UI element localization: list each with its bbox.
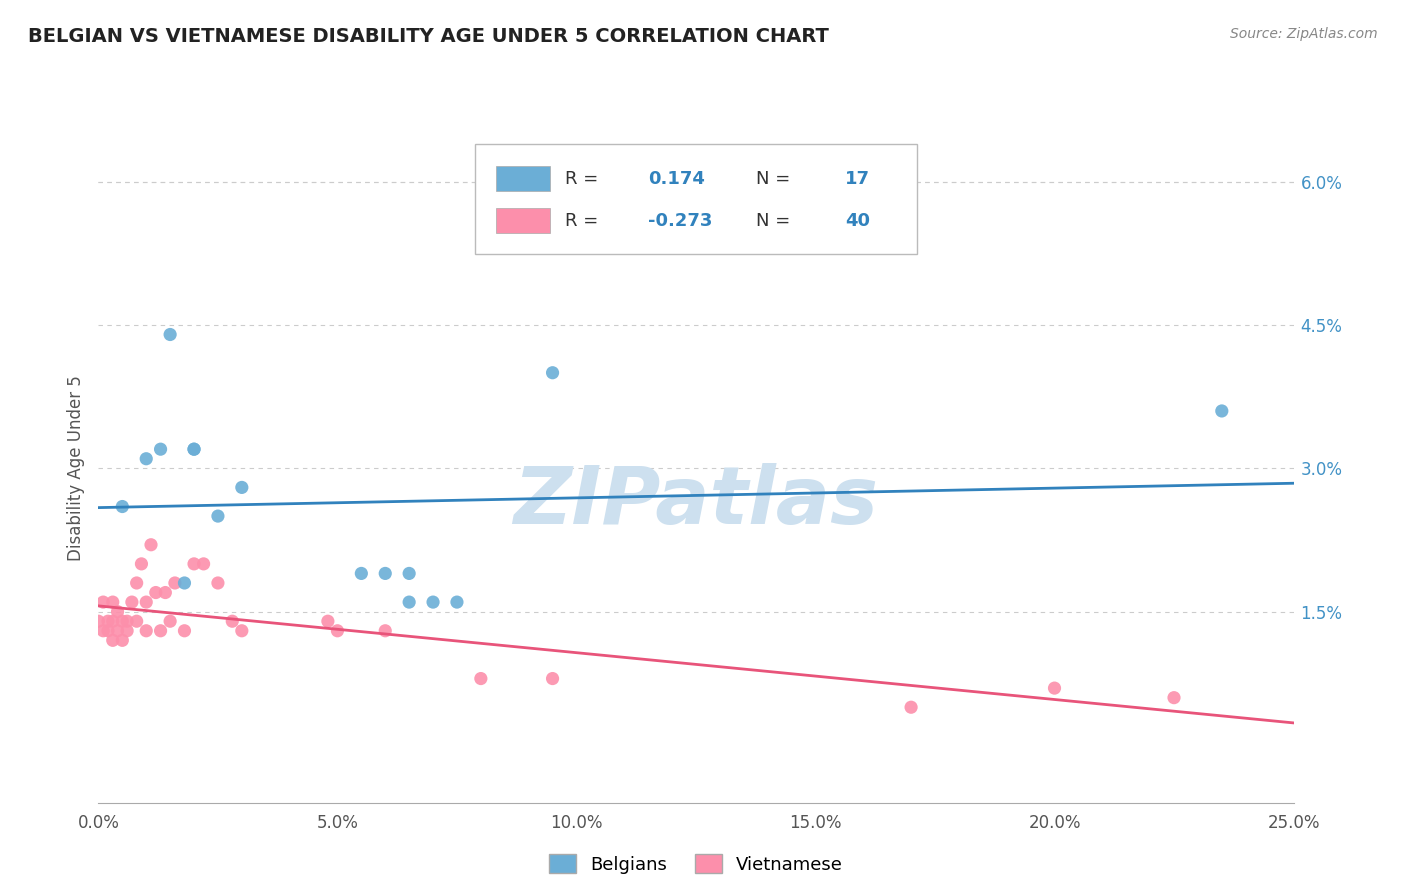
Point: [155, 585, 177, 599]
Point: [125, 576, 148, 591]
Point: [121, 595, 143, 609]
Point: [101, 614, 124, 628]
Text: 17: 17: [845, 169, 870, 187]
Point: [541, 366, 564, 380]
Text: -0.273: -0.273: [648, 211, 713, 230]
Point: [173, 624, 195, 638]
Point: [107, 624, 129, 638]
Point: [541, 672, 564, 686]
Point: [107, 605, 129, 619]
Text: N =: N =: [756, 211, 790, 230]
Point: [149, 624, 172, 638]
Point: [87, 614, 110, 628]
Point: [231, 480, 253, 494]
Point: [97, 614, 120, 628]
Point: [326, 624, 349, 638]
Point: [135, 451, 157, 466]
Point: [159, 614, 181, 628]
Point: [1163, 690, 1185, 705]
Point: [135, 595, 157, 609]
Text: 0.174: 0.174: [648, 169, 704, 187]
Point: [125, 614, 148, 628]
Point: [374, 624, 396, 638]
Point: [135, 624, 157, 638]
Text: 40: 40: [845, 211, 870, 230]
Point: [145, 585, 167, 599]
Point: [470, 672, 492, 686]
Point: [139, 538, 162, 552]
Point: [316, 614, 339, 628]
Point: [115, 624, 138, 638]
Point: [446, 595, 468, 609]
Y-axis label: Disability Age Under 5: Disability Age Under 5: [66, 376, 84, 561]
Point: [398, 595, 420, 609]
Point: [183, 557, 205, 571]
Point: [398, 566, 420, 581]
Text: ZIPatlas: ZIPatlas: [513, 463, 879, 541]
Point: [91, 595, 114, 609]
Point: [101, 633, 124, 648]
Point: [183, 442, 205, 457]
Point: [111, 500, 134, 514]
FancyBboxPatch shape: [496, 208, 550, 234]
Point: [350, 566, 373, 581]
Text: Source: ZipAtlas.com: Source: ZipAtlas.com: [1230, 27, 1378, 41]
Point: [1043, 681, 1066, 695]
Point: [207, 576, 229, 591]
Point: [900, 700, 922, 714]
Legend: Belgians, Vietnamese: Belgians, Vietnamese: [541, 847, 851, 880]
Point: [131, 557, 153, 571]
Point: [91, 624, 114, 638]
Point: [207, 509, 229, 524]
Point: [193, 557, 215, 571]
Point: [231, 624, 253, 638]
Point: [111, 633, 134, 648]
Point: [111, 614, 134, 628]
Text: N =: N =: [756, 169, 790, 187]
Point: [173, 576, 195, 591]
Point: [374, 566, 396, 581]
Text: R =: R =: [565, 211, 598, 230]
Point: [183, 442, 205, 457]
Point: [163, 576, 186, 591]
FancyBboxPatch shape: [496, 166, 550, 192]
Point: [115, 614, 138, 628]
Point: [101, 595, 124, 609]
Text: R =: R =: [565, 169, 598, 187]
Point: [1211, 404, 1233, 418]
Point: [159, 327, 181, 342]
Point: [221, 614, 243, 628]
Point: [422, 595, 444, 609]
FancyBboxPatch shape: [475, 144, 917, 254]
Point: [97, 624, 120, 638]
Text: BELGIAN VS VIETNAMESE DISABILITY AGE UNDER 5 CORRELATION CHART: BELGIAN VS VIETNAMESE DISABILITY AGE UND…: [28, 27, 830, 45]
Point: [149, 442, 172, 457]
